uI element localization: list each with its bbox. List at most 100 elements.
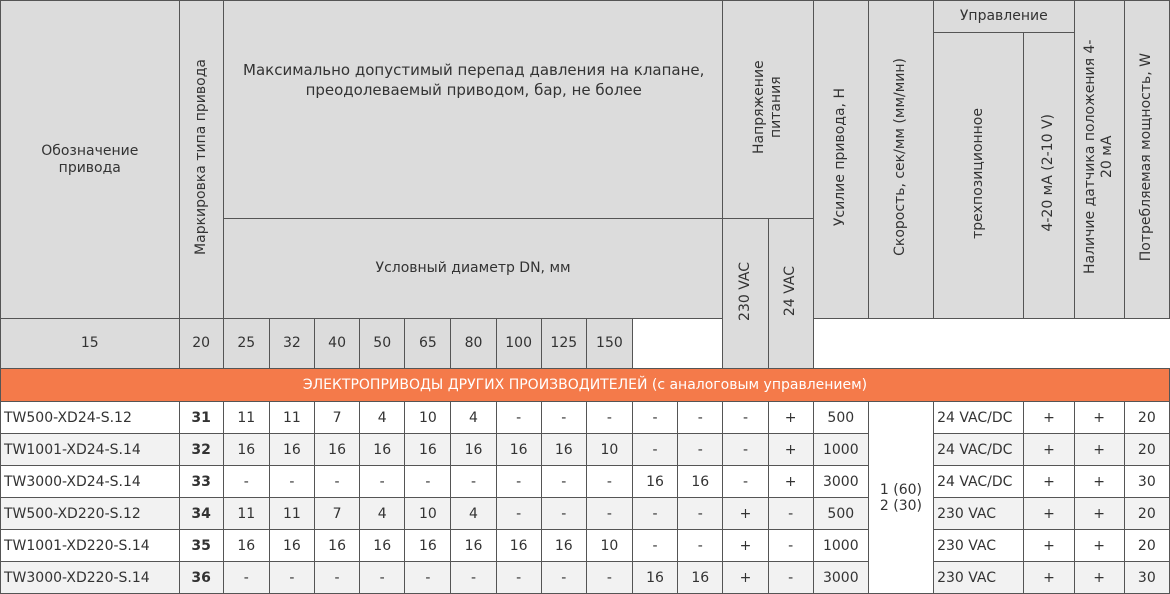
speed-value-line1: 1 (60): [879, 481, 923, 498]
cell-dn-32: 4: [359, 497, 406, 530]
cell-dn-100: -: [585, 465, 633, 498]
header-dn-15: 15: [0, 318, 180, 369]
cell-dn-50: 16: [450, 433, 497, 466]
cell-dn-25: 7: [313, 497, 361, 530]
cell-analog: +: [1023, 529, 1075, 562]
cell-marking: 35: [178, 529, 224, 562]
header-dn-100: 100: [495, 318, 542, 369]
cell-voltage-230: +: [722, 529, 769, 562]
cell-control-type: 24 VAC/DC: [933, 401, 1025, 434]
cell-voltage-230: -: [722, 401, 769, 434]
header-supply-voltage: Напряжение питания: [722, 0, 814, 219]
cell-force: 500: [812, 401, 869, 434]
cell-marking: 32: [178, 433, 224, 466]
cell-dn-125: -: [631, 497, 679, 530]
cell-voltage-24: +: [767, 433, 814, 466]
cell-dn-50: 4: [450, 497, 497, 530]
cell-power: 20: [1123, 401, 1170, 434]
cell-dn-80: -: [540, 497, 587, 530]
cell-dn-100: -: [585, 497, 633, 530]
cell-voltage-230: +: [722, 561, 769, 594]
cell-dn-50: -: [450, 561, 497, 594]
cell-dn-25: -: [313, 465, 361, 498]
cell-position-sensor: +: [1073, 401, 1125, 434]
cell-force: 3000: [812, 465, 869, 498]
header-dn-50: 50: [359, 318, 406, 369]
header-designation: Обозначение привода: [0, 0, 180, 319]
speed-value-line2: 2 (30): [879, 497, 923, 514]
cell-voltage-24: -: [767, 561, 814, 594]
cell-voltage-230: -: [722, 433, 769, 466]
cell-designation: TW3000-XD220-S.14: [0, 561, 180, 594]
cell-dn-100: -: [585, 401, 633, 434]
cell-marking: 34: [178, 497, 224, 530]
cell-speed: 1 (60) 2 (30): [867, 401, 935, 594]
cell-force: 1000: [812, 433, 869, 466]
cell-force: 500: [812, 497, 869, 530]
cell-dn-15: -: [222, 465, 270, 498]
cell-control-type: 230 VAC: [933, 529, 1025, 562]
cell-dn-80: 16: [540, 529, 587, 562]
cell-control-type: 230 VAC: [933, 497, 1025, 530]
cell-dn-125: -: [631, 433, 679, 466]
cell-designation: TW500-XD220-S.12: [0, 497, 180, 530]
cell-dn-125: -: [631, 529, 679, 562]
cell-position-sensor: +: [1073, 561, 1125, 594]
header-dn-125: 125: [540, 318, 587, 369]
cell-dn-32: 16: [359, 433, 406, 466]
header-max-pressure: Максимально допустимый перепад давления …: [222, 0, 724, 219]
cell-dn-100: 10: [585, 529, 633, 562]
cell-control-type: 24 VAC/DC: [933, 465, 1025, 498]
header-power: Потребляемая мощность, W: [1123, 0, 1170, 319]
cell-dn-20: -: [268, 561, 316, 594]
cell-dn-80: -: [540, 561, 587, 594]
cell-dn-50: 4: [450, 401, 497, 434]
cell-power: 20: [1123, 497, 1170, 530]
header-force: Усилие привода, Н: [812, 0, 869, 319]
cell-marking: 36: [178, 561, 224, 594]
cell-dn-125: 16: [631, 561, 679, 594]
cell-position-sensor: +: [1073, 433, 1125, 466]
cell-dn-15: 11: [222, 497, 270, 530]
header-dn-25: 25: [222, 318, 270, 369]
header-dn-150: 150: [585, 318, 633, 369]
cell-dn-65: -: [495, 401, 542, 434]
table-row: TW3000-XD220-S.14 36- - - - - - - - -16 16 + -3000 23…: [0, 561, 1170, 594]
cell-dn-25: 7: [313, 401, 361, 434]
cell-position-sensor: +: [1073, 497, 1125, 530]
cell-analog: +: [1023, 561, 1075, 594]
cell-dn-65: 16: [495, 433, 542, 466]
header-control: Управление: [933, 0, 1075, 33]
cell-dn-150: -: [677, 529, 724, 562]
cell-dn-100: -: [585, 561, 633, 594]
cell-dn-32: 16: [359, 529, 406, 562]
cell-dn-20: 16: [268, 529, 316, 562]
table-row: TW1001-XD24-S.14 32 16 16 16 16 16 16 16 16 10- - - +…: [0, 433, 1170, 466]
table-header: Обозначение привода Маркировка типа прив…: [0, 0, 1170, 369]
header-voltage-230: 230 VAC: [722, 218, 769, 369]
header-dn-80: 80: [450, 318, 497, 369]
cell-dn-20: 11: [268, 401, 316, 434]
cell-dn-40: 16: [404, 433, 452, 466]
cell-dn-25: 16: [313, 433, 361, 466]
cell-dn-40: 10: [404, 401, 452, 434]
cell-dn-65: -: [495, 561, 542, 594]
cell-dn-65: -: [495, 497, 542, 530]
table-body: TW500-XD24-S.12 31 11 11 7 4 10 4- - - - - - +500 1 (6…: [0, 401, 1170, 594]
cell-dn-125: 16: [631, 465, 679, 498]
cell-dn-32: -: [359, 465, 406, 498]
header-nominal-diameter: Условный диаметр DN, мм: [222, 218, 724, 319]
cell-force: 3000: [812, 561, 869, 594]
cell-dn-40: -: [404, 465, 452, 498]
cell-dn-125: -: [631, 401, 679, 434]
cell-voltage-24: +: [767, 401, 814, 434]
cell-dn-40: -: [404, 561, 452, 594]
cell-analog: +: [1023, 401, 1075, 434]
cell-dn-65: 16: [495, 529, 542, 562]
header-dn-65: 65: [404, 318, 452, 369]
cell-dn-65: -: [495, 465, 542, 498]
cell-position-sensor: +: [1073, 529, 1125, 562]
cell-dn-25: -: [313, 561, 361, 594]
cell-voltage-24: -: [767, 497, 814, 530]
cell-dn-80: -: [540, 401, 587, 434]
